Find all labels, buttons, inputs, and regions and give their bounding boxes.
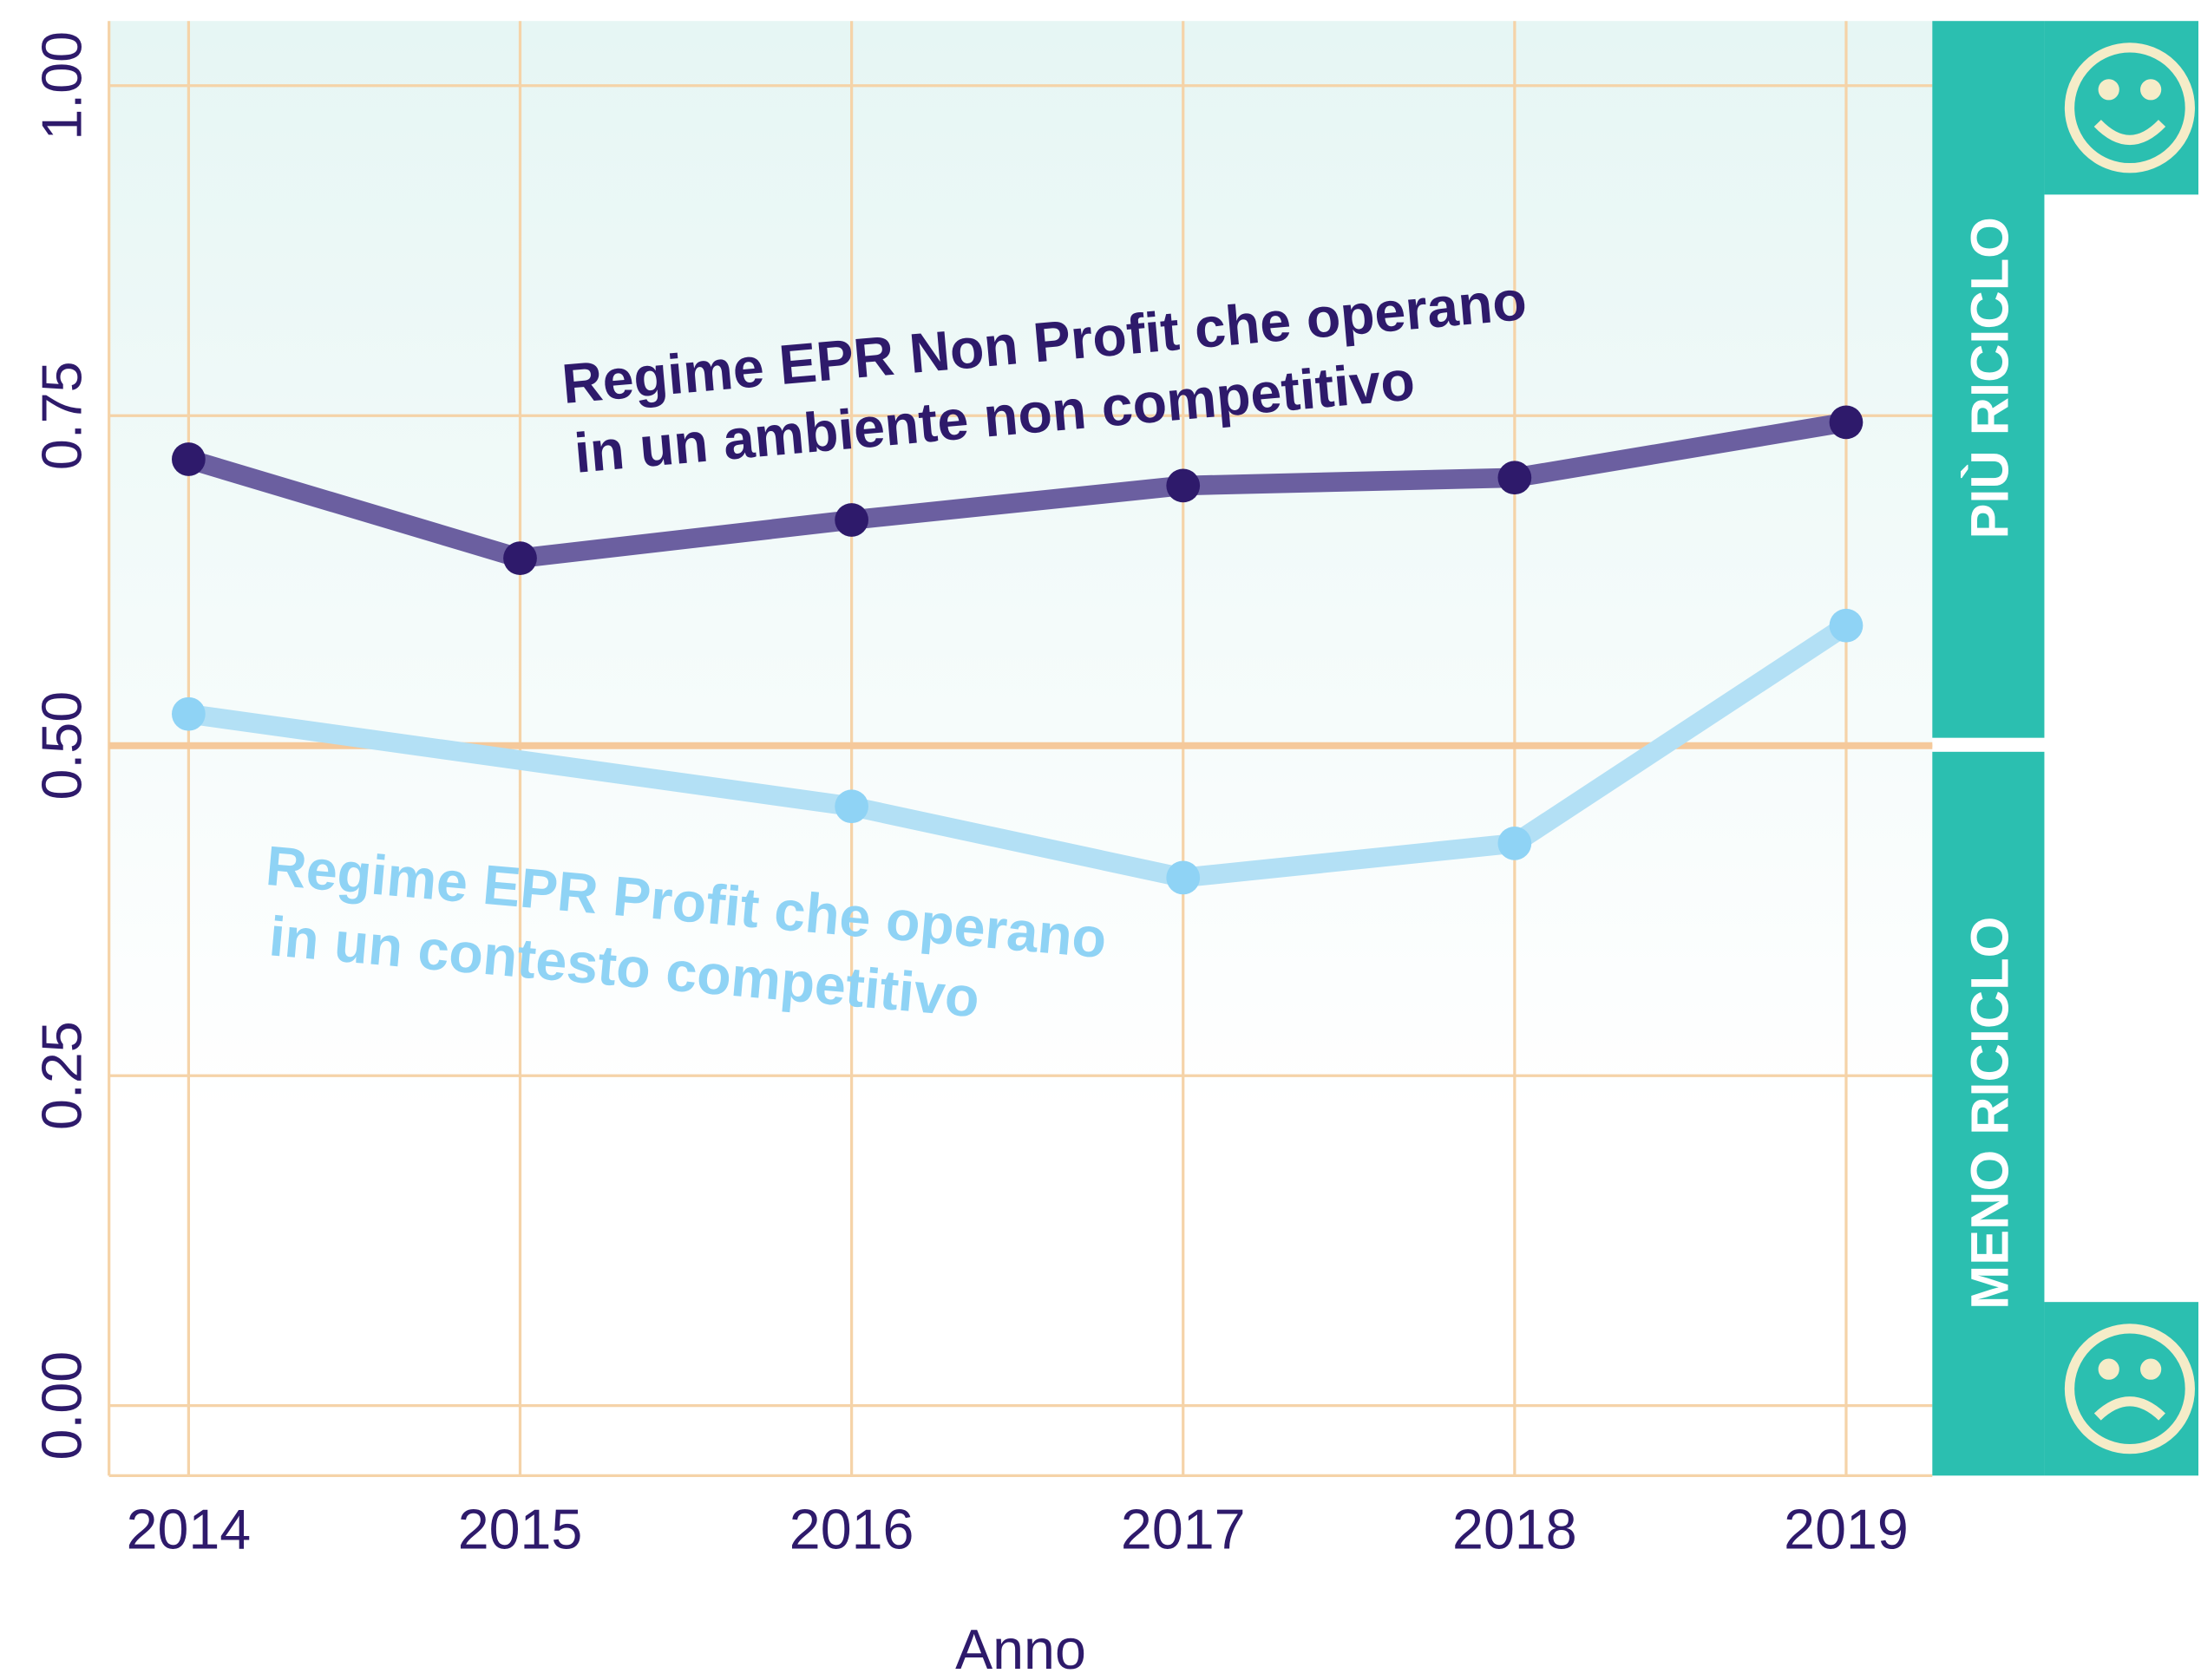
data-point xyxy=(1497,461,1532,495)
smiley xyxy=(2064,42,2195,173)
data-point xyxy=(835,503,868,537)
x-axis-label: Anno xyxy=(955,1618,1086,1680)
y-tick-label: 0.25 xyxy=(30,1021,93,1130)
frown xyxy=(2064,1324,2195,1454)
y-tick-label: 0.00 xyxy=(30,1351,93,1461)
x-tick-label: 2019 xyxy=(1784,1498,1909,1560)
side-label: PIÙ RICICLO xyxy=(1959,217,2019,539)
x-tick-label: 2015 xyxy=(458,1498,583,1560)
x-tick-label: 2018 xyxy=(1452,1498,1577,1560)
y-tick-label: 0.50 xyxy=(30,691,93,801)
data-point xyxy=(1166,468,1201,503)
data-point xyxy=(835,789,868,824)
data-point xyxy=(1829,608,1864,643)
data-point xyxy=(1829,405,1864,440)
y-tick-label: 0.75 xyxy=(30,361,93,470)
x-tick-label: 2017 xyxy=(1121,1498,1246,1560)
data-point xyxy=(172,696,206,731)
data-point xyxy=(172,442,206,476)
side-panel-top xyxy=(1932,21,2045,738)
x-tick-label: 2016 xyxy=(789,1498,914,1560)
data-point xyxy=(503,541,537,575)
side-panel-bottom xyxy=(1932,751,2045,1476)
series-line xyxy=(186,412,1848,568)
x-tick-label: 2014 xyxy=(127,1498,252,1560)
side-label: MENO RICICLO xyxy=(1959,917,2019,1310)
data-point xyxy=(1497,826,1532,860)
y-tick-label: 1.00 xyxy=(30,31,93,141)
data-point xyxy=(1166,860,1201,895)
